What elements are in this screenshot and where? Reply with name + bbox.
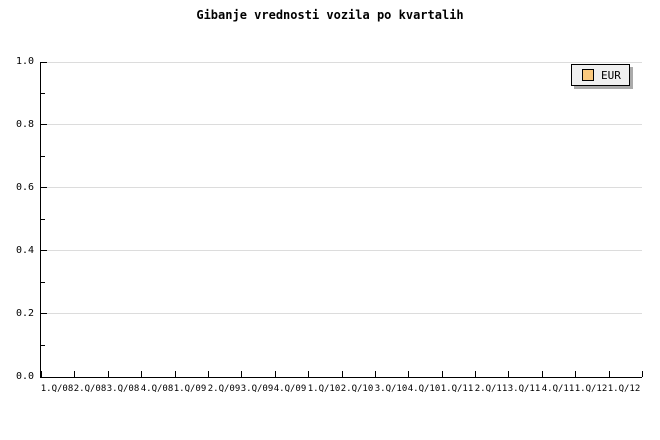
y-minor-tick xyxy=(41,282,45,283)
gridline xyxy=(41,124,642,125)
y-minor-tick xyxy=(41,345,45,346)
y-major-tick xyxy=(41,124,47,125)
x-tick xyxy=(508,371,509,377)
y-tick-label: 0.0 xyxy=(15,371,34,382)
x-category-label: 2.Q/11 xyxy=(474,384,508,394)
x-category-label: 3.Q/10 xyxy=(374,384,408,394)
x-category-label: 1.Q/12 xyxy=(574,384,608,394)
y-tick-label: 0.8 xyxy=(15,119,34,130)
x-category-label: 2.Q/09 xyxy=(207,384,241,394)
x-category-label: 1.Q/11 xyxy=(440,384,474,394)
x-tick xyxy=(275,371,276,377)
x-category-label: 3.Q/08 xyxy=(106,384,140,394)
x-category-label: 2.Q/10 xyxy=(340,384,374,394)
x-category-label: 1.Q/12 xyxy=(607,384,641,394)
x-tick xyxy=(175,371,176,377)
x-tick xyxy=(575,371,576,377)
chart-title: Gibanje vrednosti vozila po kvartalih xyxy=(196,8,464,22)
y-minor-tick xyxy=(41,219,45,220)
y-major-tick xyxy=(41,62,47,63)
x-category-label: 3.Q/09 xyxy=(240,384,274,394)
x-category-label: 4.Q/10 xyxy=(407,384,441,394)
x-tick xyxy=(542,371,543,377)
x-category-label: 4.Q/11 xyxy=(541,384,575,394)
x-tick xyxy=(642,371,643,377)
x-category-label: 3.Q/11 xyxy=(507,384,541,394)
x-category-label: 1.Q/08 xyxy=(40,384,74,394)
x-category-label: 1.Q/09 xyxy=(173,384,207,394)
x-tick xyxy=(108,371,109,377)
gridline xyxy=(41,62,642,63)
x-tick xyxy=(74,371,75,377)
x-tick xyxy=(208,371,209,377)
x-tick xyxy=(241,371,242,377)
x-tick xyxy=(308,371,309,377)
plot-area xyxy=(40,62,643,378)
legend-label: EUR xyxy=(601,68,621,82)
x-tick xyxy=(375,371,376,377)
x-tick xyxy=(141,371,142,377)
x-tick xyxy=(408,371,409,377)
y-tick-label: 1.0 xyxy=(15,56,34,67)
y-major-tick xyxy=(41,313,47,314)
gridline xyxy=(41,313,642,314)
gridline xyxy=(41,250,642,251)
y-major-tick xyxy=(41,250,47,251)
legend-swatch-eur xyxy=(582,69,594,81)
x-tick xyxy=(609,371,610,377)
x-category-label: 1.Q/10 xyxy=(307,384,341,394)
y-tick-label: 0.2 xyxy=(15,308,34,319)
gridline xyxy=(41,187,642,188)
x-tick xyxy=(442,371,443,377)
y-major-tick xyxy=(41,187,47,188)
legend: EUR xyxy=(571,64,630,86)
y-tick-label: 0.6 xyxy=(15,182,34,193)
x-category-label: 2.Q/08 xyxy=(73,384,107,394)
x-category-label: 4.Q/09 xyxy=(273,384,307,394)
y-minor-tick xyxy=(41,93,45,94)
x-tick xyxy=(475,371,476,377)
y-tick-label: 0.4 xyxy=(15,245,34,256)
x-tick xyxy=(342,371,343,377)
y-minor-tick xyxy=(41,156,45,157)
x-category-label: 4.Q/08 xyxy=(140,384,174,394)
x-tick xyxy=(41,371,42,377)
